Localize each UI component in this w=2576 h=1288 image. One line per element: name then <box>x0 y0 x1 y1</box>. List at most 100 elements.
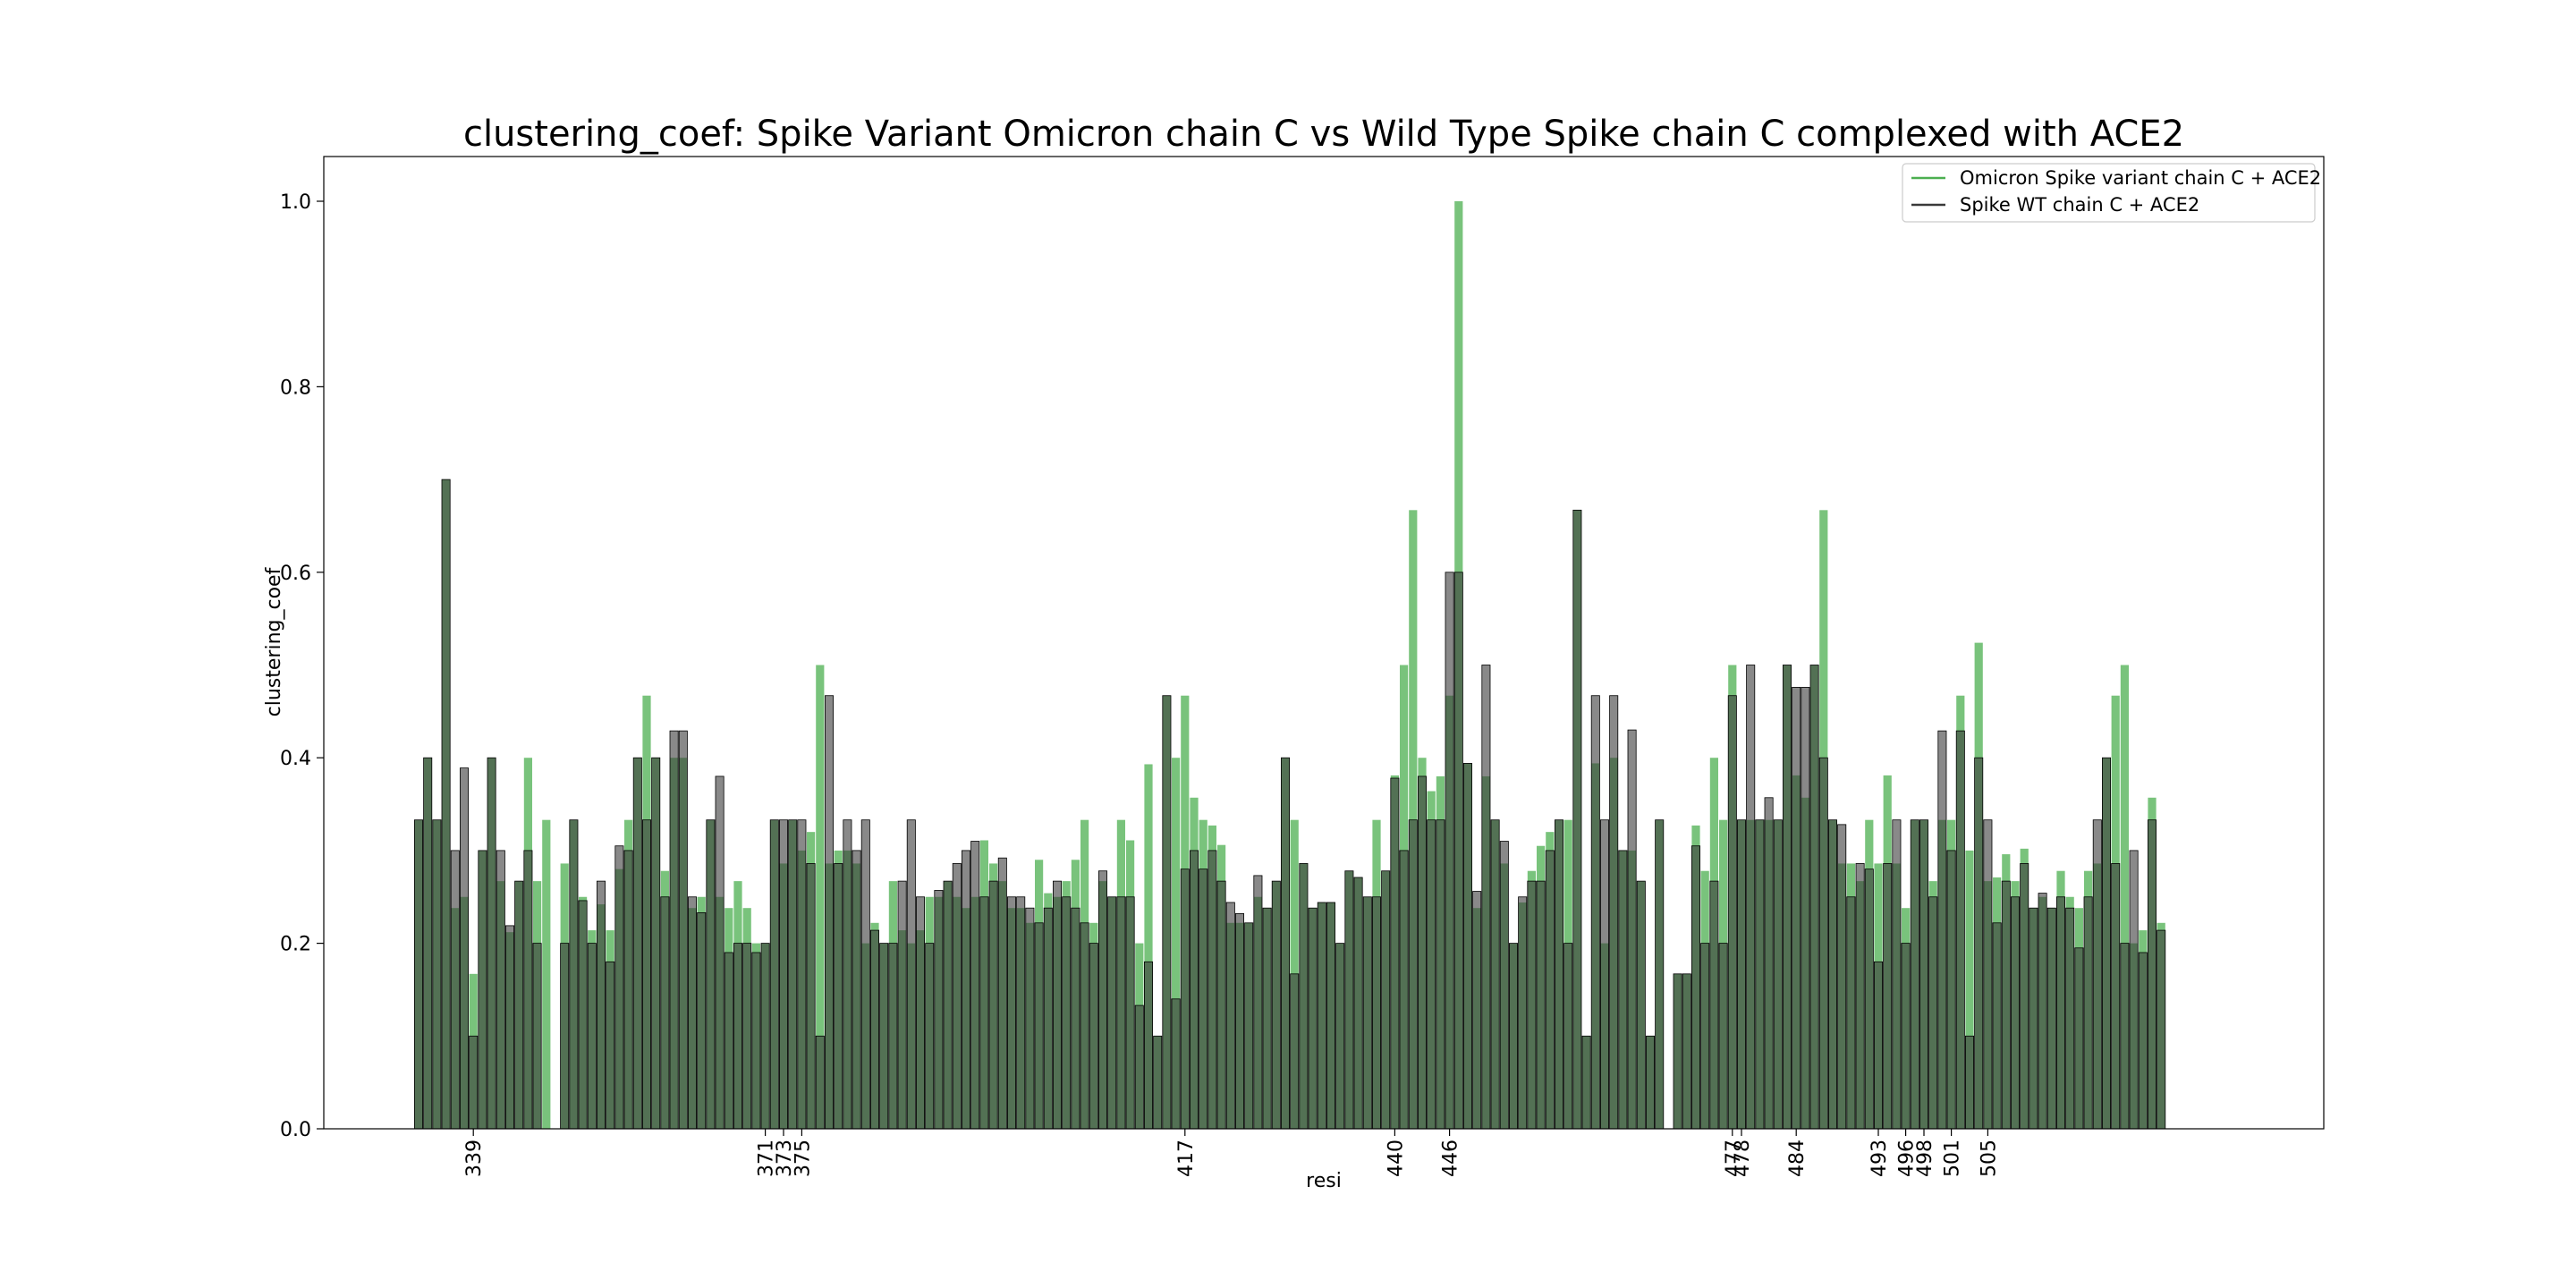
bar-wild-type <box>906 819 916 1130</box>
x-tick-label: 493 <box>1868 1140 1891 1177</box>
bar-wild-type <box>1427 819 1436 1130</box>
bar-wild-type <box>843 819 852 1130</box>
bar-wild-type <box>970 841 980 1130</box>
bar-wild-type <box>1828 819 1838 1130</box>
bar-wild-type <box>597 880 606 1130</box>
bar-wild-type <box>1572 509 1582 1130</box>
bar-wild-type <box>2157 929 2166 1130</box>
bar-wild-type <box>1691 845 1701 1130</box>
y-axis: 0.0 0.2 0.4 0.6 0.8 1.0 <box>280 191 324 1141</box>
bar-wild-type <box>1555 819 1564 1130</box>
bar-wild-type <box>742 943 752 1130</box>
x-tick-label: 501 <box>1942 1140 1964 1177</box>
bar-wild-type <box>788 819 798 1130</box>
bar-wild-type <box>815 1035 825 1130</box>
y-tick-label: 0.2 <box>280 934 311 956</box>
bar-wild-type <box>897 880 907 1130</box>
bar-wild-type <box>1253 875 1263 1130</box>
bar-wild-type <box>1837 824 1847 1130</box>
bar-wild-type <box>1864 869 1874 1130</box>
bar-wild-type <box>1472 891 1482 1130</box>
bar-wild-type <box>1390 777 1400 1130</box>
bar-wild-type <box>532 943 542 1130</box>
bar-wild-type <box>1098 870 1108 1130</box>
bar-wild-type <box>1080 922 1089 1130</box>
bar-wild-type <box>1873 961 1883 1130</box>
bar-wild-type <box>1326 902 1336 1130</box>
bar-wild-type <box>1590 695 1600 1130</box>
bar-wild-type <box>669 730 679 1130</box>
bar-wild-type <box>1043 907 1053 1130</box>
bar-omicron <box>2120 665 2129 1129</box>
bar-wild-type <box>1344 870 1354 1130</box>
bar-wild-type <box>1783 665 1792 1130</box>
bar-wild-type <box>2020 863 2029 1130</box>
bar-wild-type <box>1527 880 1537 1130</box>
bar-wild-type <box>632 757 642 1130</box>
bar-wild-type <box>1809 665 1819 1130</box>
bar-wild-type <box>1727 695 1737 1130</box>
bar-wild-type <box>1636 880 1646 1130</box>
bar-wild-type <box>1974 757 1984 1130</box>
bar-wild-type <box>1153 1035 1163 1130</box>
legend: Omicron Spike variant chain C + ACE2 Spi… <box>1902 163 2321 223</box>
bar-wild-type <box>1801 686 1810 1130</box>
bar-wild-type <box>1818 757 1828 1130</box>
x-tick-label: 478 <box>1732 1140 1754 1177</box>
y-tick-label: 0.8 <box>280 377 311 399</box>
bar-omicron <box>542 819 551 1129</box>
bar-wild-type <box>1627 729 1637 1130</box>
bar-wild-type <box>834 863 843 1130</box>
bar-wild-type <box>697 911 707 1130</box>
bar-wild-type <box>1208 850 1217 1130</box>
bar-wild-type <box>1709 880 1719 1130</box>
bar-wild-type <box>1919 819 1928 1130</box>
bar-wild-type <box>997 857 1007 1130</box>
x-tick-label: 505 <box>1978 1140 2000 1177</box>
bar-wild-type <box>1746 665 1756 1130</box>
y-tick-label: 0.4 <box>280 748 311 770</box>
bar-wild-type <box>1955 730 1965 1130</box>
bar-wild-type <box>2065 907 2075 1130</box>
bar-omicron <box>1172 758 1181 1129</box>
bar-wild-type <box>1445 572 1454 1130</box>
bar-wild-type <box>1946 850 1956 1130</box>
bar-wild-type <box>1609 695 1619 1130</box>
bar-wild-type <box>569 819 579 1130</box>
bar-wild-type <box>751 952 761 1130</box>
x-tick-label: 477 <box>1723 1140 1745 1177</box>
bar-wild-type <box>2092 819 2102 1130</box>
bar-wild-type <box>623 850 633 1130</box>
bar-wild-type <box>1180 869 1190 1130</box>
bar-wild-type <box>1190 850 1199 1130</box>
bar-wild-type <box>487 757 496 1130</box>
bar-wild-type <box>1399 850 1409 1130</box>
legend-box <box>1902 163 2316 223</box>
bar-wild-type <box>1244 922 1254 1130</box>
bar-wild-type <box>1964 1035 1974 1130</box>
bar-wild-type <box>2055 896 2065 1130</box>
bar-wild-type <box>1381 870 1391 1130</box>
bar-omicron <box>1144 764 1153 1129</box>
bar-wild-type <box>606 961 615 1130</box>
bar-wild-type <box>1773 819 1783 1130</box>
bar-wild-type <box>450 850 460 1130</box>
bar-wild-type <box>1463 763 1473 1130</box>
y-tick-label: 0.0 <box>280 1119 311 1141</box>
bar-wild-type <box>1792 686 1801 1130</box>
bar-wild-type <box>1418 775 1428 1130</box>
bar-wild-type <box>888 943 898 1130</box>
x-tick-label: 371 <box>756 1140 778 1177</box>
bar-wild-type <box>1116 896 1126 1130</box>
y-axis-label: clustering_coef <box>263 566 285 716</box>
bar-wild-type <box>943 880 953 1130</box>
bar-wild-type <box>2129 850 2139 1130</box>
x-tick-label: 496 <box>1896 1140 1919 1177</box>
bar-wild-type <box>2120 943 2130 1130</box>
bar-wild-type <box>560 943 570 1130</box>
bar-wild-type <box>660 896 670 1130</box>
bar-wild-type <box>825 695 835 1130</box>
bar-wild-type <box>1053 880 1063 1130</box>
bar-wild-type <box>1545 850 1555 1130</box>
